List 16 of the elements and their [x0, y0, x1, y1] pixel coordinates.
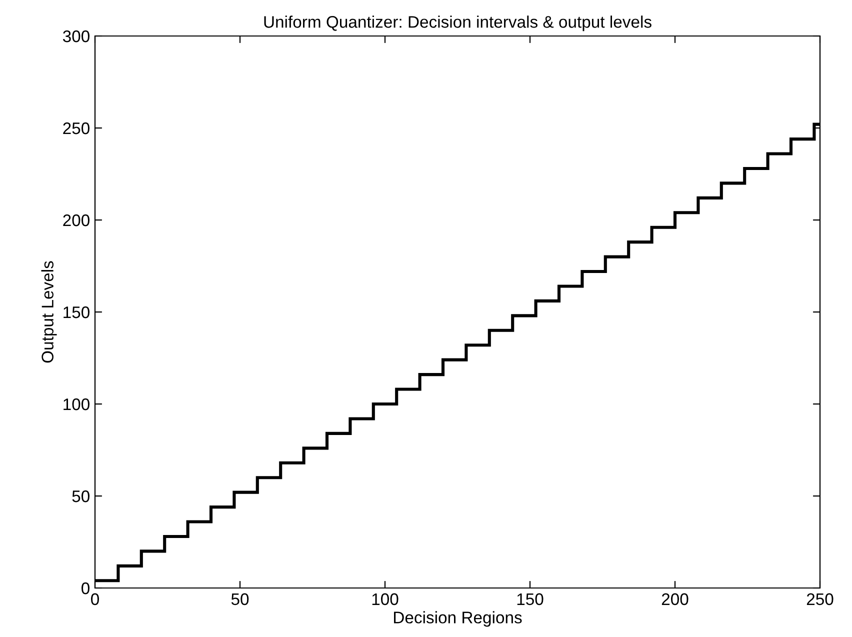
- y-axis-title: Output Levels: [41, 261, 57, 363]
- y-tick-label: 300: [62, 30, 90, 42]
- x-tick-label: 200: [662, 593, 688, 606]
- x-axis-title: Decision Regions: [394, 611, 522, 627]
- y-tick-label: 100: [64, 398, 90, 410]
- y-tick-label: 250: [63, 122, 90, 134]
- x-tick-label: 250: [806, 593, 834, 606]
- x-tick-label: 150: [517, 593, 544, 606]
- y-tick-label: 200: [63, 214, 90, 226]
- y-tick-label: 0: [82, 582, 90, 594]
- y-tick-label: 50: [72, 490, 90, 502]
- x-tick-label: 50: [231, 593, 249, 606]
- x-tick-label: 0: [91, 593, 99, 606]
- y-tick-label: 150: [64, 306, 90, 318]
- x-tick-label: 100: [372, 593, 398, 606]
- chart-title: Uniform Quantizer: Decision intervals & output levels: [264, 16, 652, 32]
